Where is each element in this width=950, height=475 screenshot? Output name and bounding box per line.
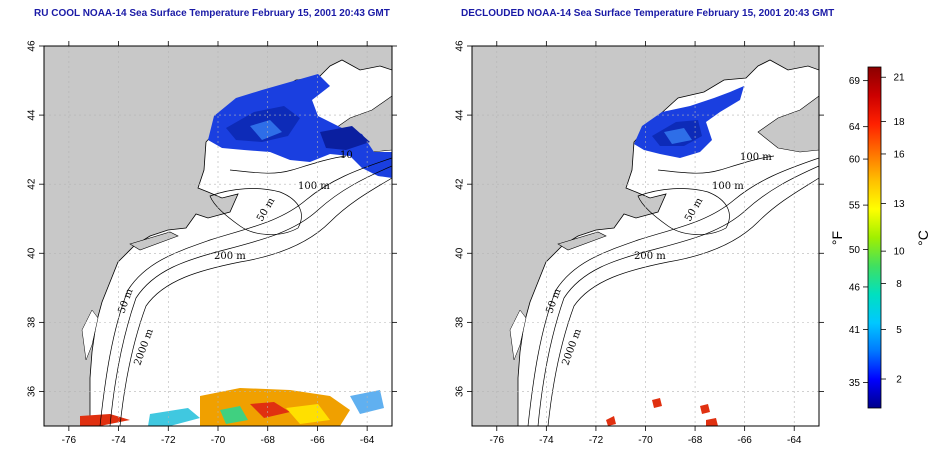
lat-tick-label: 40 bbox=[455, 247, 466, 259]
lat-tick-label: 42 bbox=[455, 178, 466, 190]
lon-tick-label: -68 bbox=[260, 435, 275, 446]
lon-tick-label: -68 bbox=[688, 435, 703, 446]
colorbar-f-tick-label: 41 bbox=[849, 325, 861, 336]
sst-data-gulf-of-maine bbox=[208, 74, 392, 178]
lon-tick-label: -72 bbox=[161, 435, 176, 446]
lat-tick-label: 40 bbox=[27, 247, 38, 259]
long-island bbox=[557, 231, 607, 251]
map2-title: DECLOUDED NOAA-14 Sea Surface Temperatur… bbox=[461, 8, 835, 19]
nova-scotia bbox=[757, 95, 819, 153]
colorbar-c-tick-label: 5 bbox=[896, 325, 902, 336]
contour-label: 100 m bbox=[712, 181, 744, 192]
map1-title: RU COOL NOAA-14 Sea Surface Temperature … bbox=[34, 8, 390, 19]
lon-tick-label: -76 bbox=[490, 435, 505, 446]
contour-label: 100 m bbox=[740, 152, 772, 163]
colorbar-celsius-label: °C bbox=[915, 230, 931, 246]
colorbar-f-tick-label: 55 bbox=[849, 201, 861, 212]
lon-tick-label: -72 bbox=[589, 435, 604, 446]
sst-data-gulf-of-maine bbox=[634, 86, 744, 158]
contour-label: 100 m bbox=[298, 181, 330, 192]
colorbar-c-tick-label: 2 bbox=[896, 375, 902, 386]
lat-tick-label: 44 bbox=[27, 109, 38, 121]
lon-tick-label: -70 bbox=[638, 435, 653, 446]
colorbar-c-tick-label: 8 bbox=[896, 279, 902, 290]
map1-panel: 100 m 50 m 200 m 50 m 2000 m 10 bbox=[44, 46, 392, 426]
land-mass bbox=[472, 46, 819, 426]
contour-label: 10 bbox=[340, 150, 353, 161]
lon-tick-label: -70 bbox=[211, 435, 226, 446]
lat-tick-label: 36 bbox=[455, 385, 466, 397]
map1-gridlines bbox=[44, 46, 392, 426]
map2-panel: 100 m 100 m 50 m 200 m 50 m 2000 m bbox=[472, 46, 819, 426]
lat-tick-label: 46 bbox=[455, 40, 466, 52]
land-mass bbox=[44, 46, 392, 426]
colorbar-c-tick-label: 13 bbox=[893, 199, 905, 210]
colorbar-c-tick-label: 21 bbox=[893, 73, 905, 84]
bathymetry-contours bbox=[527, 155, 819, 426]
lat-tick-label: 44 bbox=[455, 109, 466, 121]
lon-tick-label: -64 bbox=[787, 435, 802, 446]
sst-data-gulf-stream bbox=[606, 398, 718, 426]
lat-tick-label: 38 bbox=[27, 316, 38, 328]
lat-tick-label: 36 bbox=[27, 385, 38, 397]
lat-tick-label: 42 bbox=[27, 178, 38, 190]
contour-label: 200 m bbox=[634, 251, 666, 262]
sst-data-gulf-stream bbox=[80, 388, 384, 426]
lon-tick-label: -66 bbox=[310, 435, 325, 446]
lon-tick-label: -74 bbox=[539, 435, 554, 446]
lon-tick-label: -64 bbox=[360, 435, 375, 446]
bathymetry-contours bbox=[99, 155, 392, 426]
colorbar-c-tick-label: 16 bbox=[893, 149, 905, 160]
colorbar-f-tick-label: 60 bbox=[849, 155, 861, 166]
colorbar-f-tick-label: 69 bbox=[849, 76, 861, 87]
colorbar-f-tick-label: 50 bbox=[849, 245, 861, 256]
lat-tick-label: 38 bbox=[455, 316, 466, 328]
colorbar-fahrenheit-label: °F bbox=[829, 231, 845, 245]
lon-tick-label: -74 bbox=[111, 435, 126, 446]
lat-tick-label: 46 bbox=[27, 40, 38, 52]
map2-ticks: -76 -74 -72 -70 -68 -66 -64 36 38 40 42 44 46 bbox=[455, 40, 824, 446]
colorbar-c-tick-label: 10 bbox=[893, 247, 905, 258]
contour-label: 200 m bbox=[214, 251, 246, 262]
colorbar-f-tick-label: 35 bbox=[849, 378, 861, 389]
lon-tick-label: -76 bbox=[62, 435, 77, 446]
lon-tick-label: -66 bbox=[737, 435, 752, 446]
colorbar-c-tick-label: 18 bbox=[893, 117, 905, 128]
long-island bbox=[129, 231, 179, 251]
colorbar bbox=[867, 66, 882, 409]
colorbar-f-tick-label: 64 bbox=[849, 122, 861, 133]
colorbar-f-tick-label: 46 bbox=[849, 282, 861, 293]
colorbar-ticks: 35 41 46 50 55 60 64 69 2 5 8 10 13 16 18 21 bbox=[849, 73, 905, 389]
map2-gridlines bbox=[472, 46, 819, 426]
map1-ticks: -76 -74 -72 -70 -68 -66 -64 36 38 40 42 44 46 bbox=[27, 40, 397, 446]
